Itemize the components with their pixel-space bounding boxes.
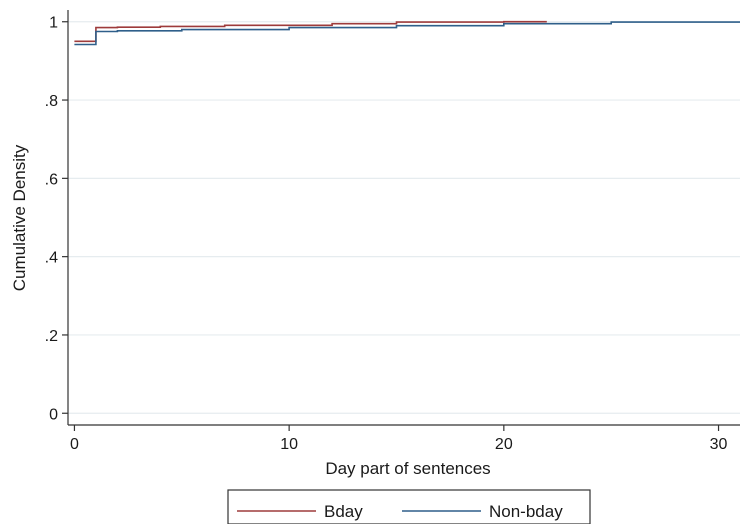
x-axis-title: Day part of sentences: [325, 459, 490, 478]
x-tick-label: 30: [710, 436, 728, 453]
axes: [67, 10, 740, 426]
x-tick-label: 0: [70, 436, 79, 453]
y-axis-title: Cumulative Density: [10, 144, 29, 291]
x-tick-label: 20: [495, 436, 513, 453]
legend-label-non-bday: Non-bday: [489, 502, 563, 521]
series-line-non-bday: [74, 21, 740, 46]
y-tick-label: .8: [45, 93, 58, 110]
y-tick-label: .4: [45, 250, 58, 267]
legend-box: [227, 489, 591, 524]
legend-label-bday: Bday: [324, 502, 363, 521]
y-tick-label: 0: [49, 406, 58, 423]
tick-marks: 0.2.4.6.810 10 20 30: [45, 15, 728, 453]
grid-lines: [68, 21, 740, 414]
y-tick-label: 1: [49, 15, 58, 32]
legend: Bday Non-bday: [227, 489, 591, 524]
y-tick-label: .2: [45, 328, 58, 345]
series-line-bday: [74, 20, 547, 43]
y-tick-label: .6: [45, 171, 58, 188]
series-lines: [74, 20, 740, 46]
x-tick-label: 10: [280, 436, 298, 453]
